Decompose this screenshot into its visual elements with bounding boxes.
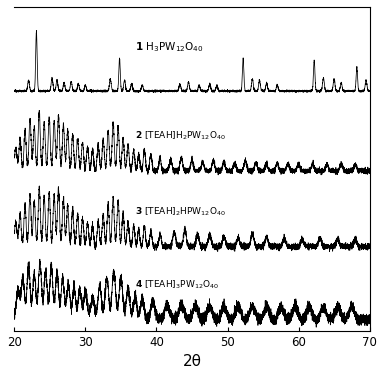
Text: $\mathbf{3}\ \mathrm{[TEAH]_2HPW_{12}O_{40}}$: $\mathbf{3}\ \mathrm{[TEAH]_2HPW_{12}O_{…	[135, 205, 226, 217]
Text: $\mathbf{2}\ \mathrm{[TEAH]H_2PW_{12}O_{40}}$: $\mathbf{2}\ \mathrm{[TEAH]H_2PW_{12}O_{…	[135, 129, 226, 142]
Text: $\mathbf{1}\ \mathrm{H_3PW_{12}O_{40}}$: $\mathbf{1}\ \mathrm{H_3PW_{12}O_{40}}$	[135, 40, 204, 54]
X-axis label: 2θ: 2θ	[182, 354, 202, 369]
Text: $\mathbf{4}\ \mathrm{[TEAH]_3PW_{12}O_{40}}$: $\mathbf{4}\ \mathrm{[TEAH]_3PW_{12}O_{4…	[135, 278, 219, 291]
